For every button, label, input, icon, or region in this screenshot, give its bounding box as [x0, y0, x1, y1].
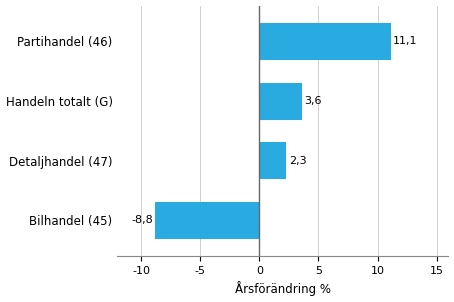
X-axis label: Årsförändring %: Årsförändring %: [235, 281, 331, 297]
Text: 2,3: 2,3: [289, 156, 306, 166]
Bar: [155, 202, 259, 239]
Text: -8,8: -8,8: [131, 215, 153, 225]
Bar: [259, 82, 302, 120]
Bar: [259, 23, 390, 60]
Text: 3,6: 3,6: [304, 96, 322, 106]
Text: 11,1: 11,1: [393, 36, 417, 47]
Bar: [259, 142, 286, 179]
